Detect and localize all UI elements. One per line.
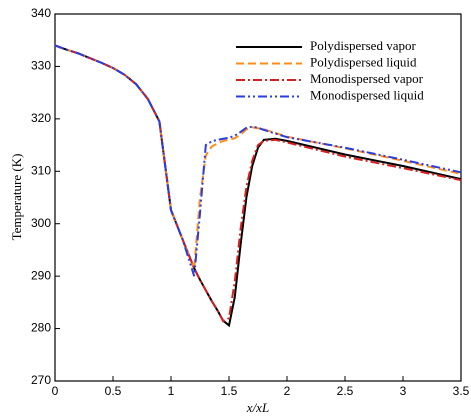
y-tick-label: 310 [31,163,51,177]
x-tick-label: 3 [400,384,407,398]
y-tick-label: 290 [31,268,51,282]
y-axis-label: Temperature (K) [9,154,24,241]
legend-label: Polydispersed vapor [310,38,416,53]
x-tick-label: 3.5 [453,384,470,398]
y-tick-label: 340 [31,6,51,20]
y-tick-label: 270 [31,373,51,387]
x-tick-label: 1 [168,384,175,398]
x-tick-label: 2 [284,384,291,398]
y-tick-label: 280 [31,321,51,335]
legend-label: Polydispersed liquid [310,54,417,69]
plot-frame [54,13,462,382]
x-tick-label: 1.5 [221,384,238,398]
y-tick-label: 320 [31,111,51,125]
series-line [54,44,462,277]
y-tick-label: 300 [31,216,51,230]
y-tick-label: 330 [31,59,51,73]
x-tick-label: 0.5 [105,384,122,398]
x-tick-label: 0 [52,384,59,398]
legend-label: Monodispersed vapor [310,71,424,86]
x-axis-label: x/xL [246,400,269,415]
legend-label: Monodispersed liquid [310,87,424,102]
x-tick-label: 2.5 [337,384,354,398]
